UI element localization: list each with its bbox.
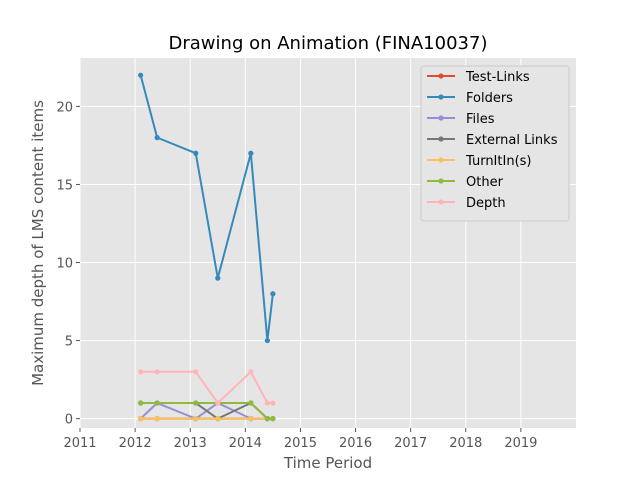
series-layer: [138, 72, 276, 422]
series-depth: [138, 369, 276, 406]
x-tick-label: 2011: [63, 436, 96, 451]
data-point-turnitin-s: [154, 416, 160, 422]
data-point-other: [248, 400, 254, 406]
legend-label: Files: [466, 112, 495, 127]
data-point-depth: [270, 400, 276, 406]
x-tick-label: 2012: [119, 436, 152, 451]
legend-item: Files: [427, 112, 495, 127]
legend-item: Other: [427, 175, 504, 190]
data-point-depth: [138, 369, 144, 375]
legend-label: Other: [466, 175, 504, 190]
grid: [79, 58, 576, 428]
y-tick-label: 10: [56, 257, 73, 272]
data-point-folders: [138, 72, 144, 78]
x-tick-label: 2019: [504, 436, 537, 451]
legend-swatch-marker: [438, 94, 444, 100]
data-point-folders: [270, 291, 276, 297]
data-point-other: [270, 416, 276, 422]
legend-label: Depth: [466, 196, 506, 211]
legend-label: Folders: [466, 91, 513, 106]
data-point-other: [264, 416, 270, 422]
y-axis-label: Maximum depth of LMS content items: [29, 100, 47, 386]
legend-box: [420, 65, 570, 222]
legend: Test-Links Folders Files External Links Turn…: [420, 65, 570, 222]
y-tick-label: 5: [65, 335, 73, 350]
y-axis: 0 5 10 15 20: [56, 100, 80, 428]
data-point-turnitin-s: [138, 416, 144, 422]
data-point-folders: [193, 150, 199, 156]
data-point-turnitin-s: [248, 416, 254, 422]
data-point-folders: [154, 135, 160, 141]
legend-swatch-marker: [438, 157, 444, 163]
x-axis: 2011 2012 2013 2014 2015 2016 2017 2018 2019: [63, 428, 537, 451]
series-folders: [138, 72, 276, 344]
legend-label: Test-Links: [465, 70, 530, 85]
x-tick-label: 2017: [394, 436, 427, 451]
data-point-other: [193, 400, 199, 406]
x-tick-label: 2018: [449, 436, 482, 451]
y-tick-label: 20: [56, 100, 73, 115]
y-tick-label: 15: [56, 178, 73, 193]
x-tick-label: 2016: [339, 436, 372, 451]
legend-swatch-marker: [438, 115, 444, 121]
legend-label: TurnItIn(s): [465, 154, 531, 169]
data-point-depth: [193, 369, 199, 375]
legend-swatch-marker: [438, 136, 444, 142]
data-point-other: [154, 400, 160, 406]
data-point-folders: [264, 337, 270, 344]
data-point-turnitin-s: [215, 416, 221, 422]
legend-swatch-marker: [438, 199, 444, 205]
legend-item: TurnItIn(s): [427, 154, 531, 169]
legend-item: Depth: [427, 196, 506, 211]
x-axis-label: Time Period: [283, 454, 372, 472]
x-tick-label: 2014: [229, 436, 262, 451]
data-point-depth: [248, 369, 254, 375]
data-point-depth: [264, 400, 270, 406]
legend-label: External Links: [466, 133, 558, 148]
data-point-folders: [215, 275, 221, 281]
data-point-depth: [154, 369, 160, 375]
legend-swatch-marker: [438, 178, 444, 184]
chart-title: Drawing on Animation (FINA10037): [169, 33, 488, 54]
x-tick-label: 2015: [284, 436, 317, 451]
y-tick-label: 0: [65, 413, 73, 428]
data-point-turnitin-s: [193, 416, 199, 422]
legend-item: Folders: [427, 91, 513, 106]
legend-item: Test-Links: [427, 70, 530, 85]
data-point-other: [138, 400, 144, 406]
legend-swatch-marker: [438, 73, 444, 79]
legend-item: External Links: [427, 133, 558, 148]
data-point-depth: [215, 400, 221, 406]
data-point-folders: [248, 150, 254, 156]
x-tick-label: 2013: [174, 436, 207, 451]
